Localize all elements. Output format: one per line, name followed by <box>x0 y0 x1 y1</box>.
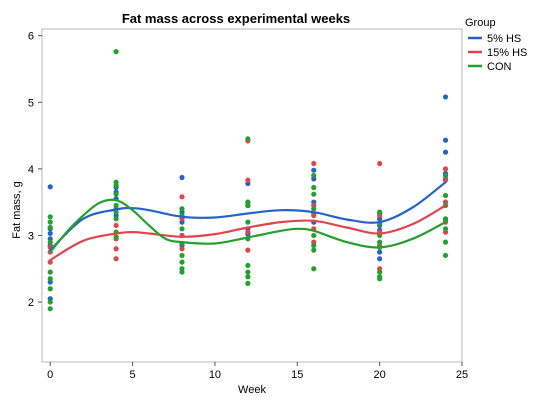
data-point <box>113 191 119 197</box>
data-point <box>47 219 53 225</box>
data-point <box>377 256 383 262</box>
data-point <box>179 269 185 275</box>
data-point <box>442 226 449 232</box>
data-point <box>311 206 317 212</box>
x-tick-label: 0 <box>47 369 53 381</box>
data-point <box>311 172 317 179</box>
data-point <box>245 280 251 287</box>
data-point <box>442 172 449 179</box>
legend-label: CON <box>487 61 512 73</box>
data-point <box>245 262 251 269</box>
data-point <box>47 299 53 305</box>
data-point <box>113 246 119 252</box>
data-point <box>179 252 185 259</box>
x-tick-label: 15 <box>291 369 303 381</box>
data-point <box>442 149 449 155</box>
legend-label: 15% HS <box>487 47 527 59</box>
y-tick-label: 4 <box>28 164 34 176</box>
data-point <box>311 212 317 219</box>
data-point <box>311 242 317 249</box>
data-point <box>377 209 383 215</box>
data-point <box>245 177 251 183</box>
data-point <box>245 269 251 275</box>
data-point <box>179 174 185 181</box>
legend: Group 5% HS 15% HS CON <box>465 17 527 73</box>
data-point <box>245 202 251 209</box>
data-point <box>245 247 251 253</box>
series-points-2 <box>47 49 449 312</box>
data-point <box>47 259 53 265</box>
data-point <box>245 229 251 235</box>
data-point <box>47 306 53 312</box>
smoother-line-0 <box>49 181 447 252</box>
data-point <box>47 230 53 237</box>
data-point <box>442 216 449 222</box>
data-point <box>113 202 119 209</box>
smoother-line-2 <box>49 198 447 254</box>
data-point <box>245 136 251 142</box>
data-point <box>442 177 449 183</box>
data-point <box>377 160 383 167</box>
legend-label: 5% HS <box>487 33 521 45</box>
y-tick-label: 2 <box>28 297 34 309</box>
data-point <box>311 191 317 197</box>
data-point <box>377 239 383 245</box>
data-point <box>47 214 53 220</box>
data-point <box>113 234 119 240</box>
data-point <box>377 249 383 255</box>
data-point <box>442 192 449 199</box>
data-point <box>311 247 317 253</box>
data-point <box>245 274 251 280</box>
x-tick-label: 20 <box>374 369 386 381</box>
data-point <box>47 269 53 275</box>
data-point <box>311 266 317 272</box>
data-point <box>113 182 119 189</box>
data-point <box>47 239 53 245</box>
plot-area: 0 5 10 15 20 25 2 3 4 5 6 <box>28 28 468 381</box>
data-point <box>442 252 449 259</box>
data-point <box>179 226 185 232</box>
data-point <box>113 49 119 55</box>
data-point <box>179 246 185 252</box>
x-tick-label: 5 <box>130 369 136 381</box>
data-point <box>113 216 119 222</box>
y-tick-label: 6 <box>28 31 34 43</box>
chart-title: Fat mass across experimental weeks <box>122 11 350 26</box>
y-tick-label: 5 <box>28 97 34 109</box>
data-point <box>245 219 251 225</box>
x-tick-label: 25 <box>456 369 468 381</box>
data-point <box>442 137 449 143</box>
data-point <box>311 167 317 173</box>
plot-frame <box>41 28 463 363</box>
data-point <box>47 224 53 231</box>
data-point <box>179 194 185 200</box>
data-point <box>179 206 185 212</box>
data-point <box>377 269 383 275</box>
data-point <box>442 166 449 172</box>
data-point <box>311 184 317 191</box>
data-point <box>179 259 185 265</box>
x-axis-title: Week <box>238 384 266 396</box>
data-point <box>377 276 383 282</box>
data-point <box>47 276 53 282</box>
data-point <box>47 184 53 190</box>
y-tick-label: 3 <box>28 230 34 242</box>
data-point <box>113 222 119 229</box>
data-point <box>47 286 53 292</box>
data-point <box>311 160 317 167</box>
y-axis-title: Fat mass, g <box>11 181 23 238</box>
data-point <box>311 232 317 239</box>
data-point <box>442 239 449 245</box>
x-tick-label: 10 <box>209 369 221 381</box>
smoother-line-1 <box>49 204 447 262</box>
data-point <box>442 94 449 100</box>
data-point <box>113 256 119 262</box>
legend-title: Group <box>465 17 496 29</box>
